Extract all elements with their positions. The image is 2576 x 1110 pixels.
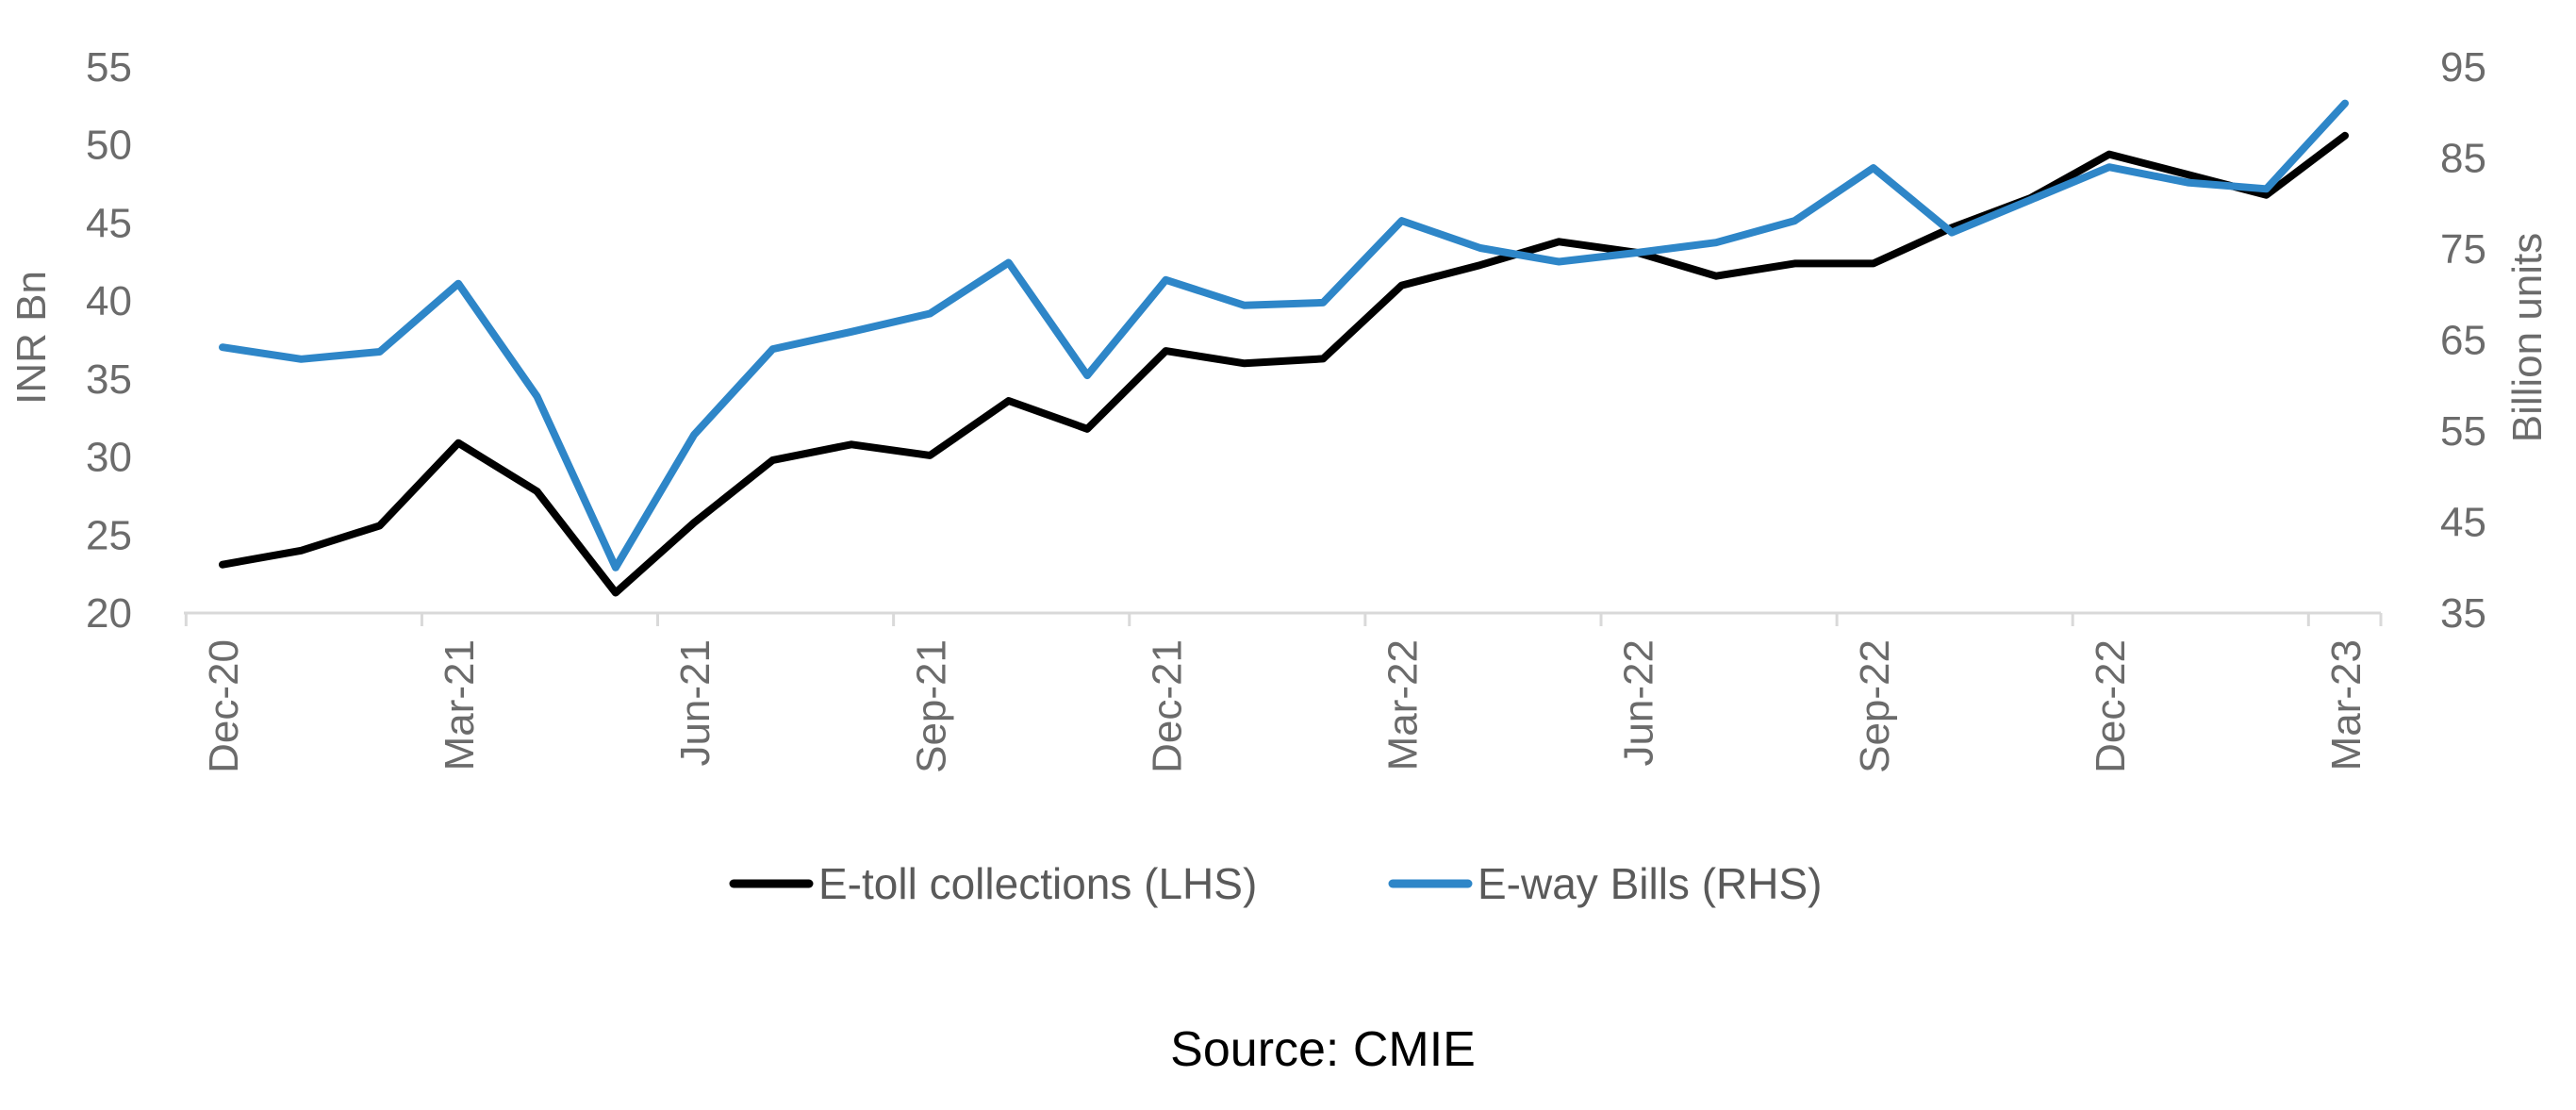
left-y-tick-label: 35 (86, 356, 132, 403)
x-tick-label: Jun-21 (672, 639, 718, 767)
series-lines (219, 99, 2349, 597)
right-y-tick-label: 45 (2440, 500, 2486, 546)
left-y-tick-label: 30 (86, 435, 132, 481)
left-y-tick-label: 50 (86, 123, 132, 169)
left-y-tick-label: 20 (86, 590, 132, 637)
x-tick-label: Dec-21 (1144, 639, 1190, 773)
series-line-e-way-bills (219, 99, 2349, 572)
left-y-tick-label: 25 (86, 512, 132, 558)
left-y-tick-label: 55 (86, 44, 132, 91)
x-tick-label: Dec-20 (201, 639, 247, 773)
x-tick-label: Mar-23 (2323, 639, 2370, 770)
left-y-axis-title: INR Bn (8, 271, 55, 405)
right-y-tick-label: 35 (2440, 590, 2486, 637)
legend-label: E-toll collections (LHS) (818, 859, 1257, 908)
left-y-tick-label: 40 (86, 278, 132, 324)
right-y-tick-label: 55 (2440, 408, 2486, 455)
legend-label: E-way Bills (RHS) (1478, 859, 1822, 908)
right-y-tick-label: 75 (2440, 226, 2486, 273)
x-tick-label: Dec-22 (2088, 639, 2134, 773)
x-tick-label: Mar-22 (1380, 639, 1427, 770)
left-y-tick-label: 45 (86, 200, 132, 246)
x-tick-label: Mar-21 (437, 639, 483, 770)
right-y-ticks: 35 45 55 65 75 85 95 (2440, 44, 2486, 637)
legend: E-toll collections (LHS) E-way Bills (RHS… (729, 859, 1822, 908)
x-tick-label: Sep-21 (908, 639, 954, 773)
x-ticks: Dec-20 Mar-21 Jun-21 Sep-21 Dec-21 Mar-22 Jun-… (184, 613, 2383, 773)
right-y-tick-label: 85 (2440, 136, 2486, 182)
right-y-tick-label: 65 (2440, 318, 2486, 364)
right-y-tick-label: 95 (2440, 44, 2486, 91)
left-y-ticks: 20 25 30 35 40 45 50 55 (86, 44, 132, 637)
right-y-axis-title: Billion units (2504, 233, 2551, 443)
x-tick-label: Sep-22 (1852, 639, 1898, 773)
x-tick-label: Jun-22 (1616, 639, 1662, 767)
source-note: Source: CMIE (1170, 1022, 1476, 1077)
